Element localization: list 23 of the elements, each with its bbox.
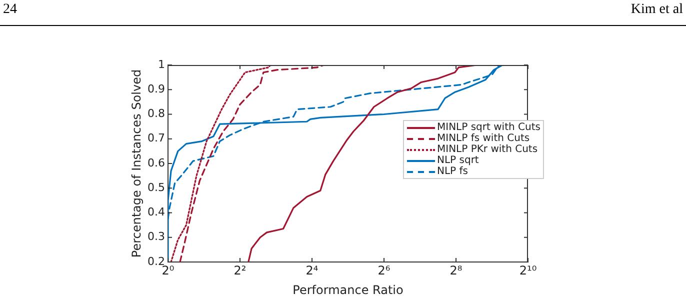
legend-label: NLP fs — [437, 166, 468, 177]
x-tick-label: 2⁶ — [378, 263, 390, 278]
x-tick-label: 2⁰ — [162, 263, 174, 278]
legend-label: MINLP PKr with Cuts — [437, 144, 538, 155]
text: 24 — [3, 2, 17, 18]
x-tick-label: 2² — [234, 263, 246, 278]
legend-label: MINLP fs with Cuts — [437, 133, 530, 144]
y-tick-label: 0.8 — [148, 107, 165, 120]
x-axis-title: Performance Ratio — [292, 282, 404, 297]
x-tick-label: 2¹⁰ — [519, 263, 537, 278]
y-tick-label: 0.3 — [148, 230, 165, 244]
legend-label: MINLP sqrt with Cuts — [437, 122, 540, 133]
legend-label: NLP sqrt — [437, 155, 479, 166]
y-axis-title: Percentage of Instances Solved — [129, 69, 144, 258]
text: Kim et al — [630, 2, 683, 18]
y-tick-label: 0.9 — [148, 82, 165, 96]
x-tick-label: 2⁸ — [450, 263, 462, 278]
y-tick-label: 0.7 — [148, 132, 165, 145]
y-tick-label: 1 — [158, 58, 165, 71]
x-tick-label: 2⁴ — [306, 263, 318, 278]
y-tick-label: 0.6 — [148, 156, 165, 170]
y-tick-label: 0.5 — [148, 180, 165, 194]
y-tick-label: 0.4 — [148, 206, 165, 219]
